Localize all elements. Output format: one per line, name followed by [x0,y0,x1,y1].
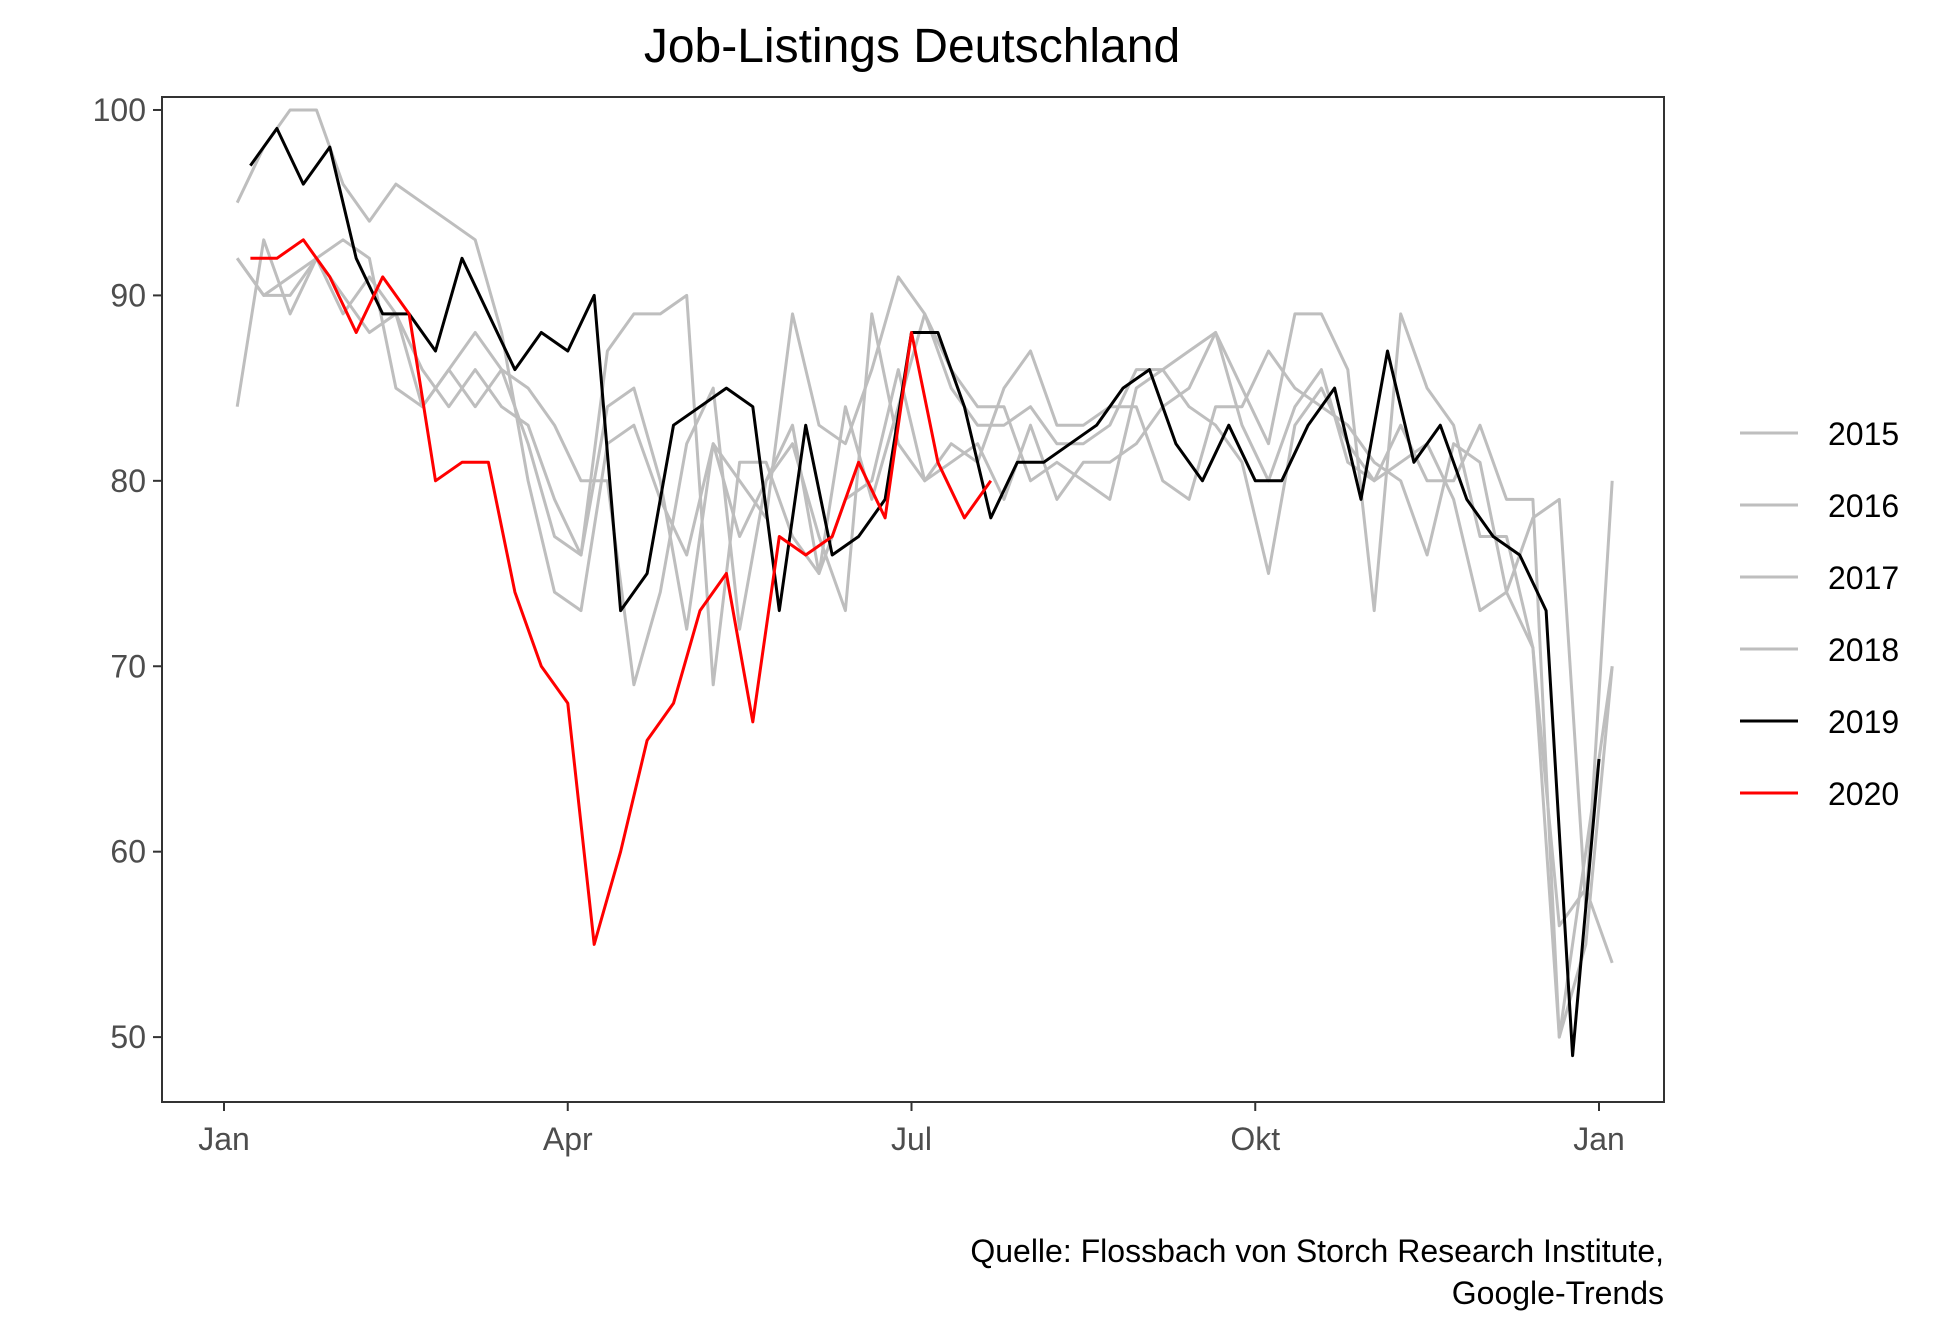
x-tick-label: Okt [1230,1121,1280,1157]
series-layer [235,108,1614,1058]
y-tick-label: 70 [110,648,146,684]
series-line-2020 [250,238,993,946]
plot-panel [161,96,1665,1103]
legend-label-2019: 2019 [1828,704,1899,740]
series-line-2019 [249,127,1601,1058]
x-tick-label: Jan [1573,1121,1625,1157]
x-tick-label: Apr [543,1121,593,1157]
caption-source-line-1: Quelle: Flossbach von Storch Research In… [970,1233,1664,1269]
x-axis: Jan Apr Jul Okt Jan [198,1102,1625,1157]
legend: 2015 2016 2017 2018 2019 2020 [1740,416,1899,812]
caption-source-line-2: Google-Trends [1452,1275,1664,1311]
y-tick-label: 80 [110,463,146,499]
series-line-2018 [235,256,1614,1039]
legend-label-2016: 2016 [1828,488,1899,524]
y-tick-label: 50 [110,1019,146,1055]
legend-label-2020: 2020 [1828,776,1899,812]
y-tick-label: 90 [110,277,146,313]
legend-label-2017: 2017 [1828,560,1899,596]
series-line-2017 [235,256,1614,964]
legend-label-2015: 2015 [1828,416,1899,452]
y-axis: 50 60 70 80 90 100 [93,92,162,1055]
x-tick-label: Jan [198,1121,250,1157]
y-tick-label: 100 [93,92,146,128]
x-tick-label: Jul [891,1121,932,1157]
chart-title: Job-Listings Deutschland [644,20,1180,73]
legend-label-2018: 2018 [1828,632,1899,668]
y-tick-label: 60 [110,834,146,870]
